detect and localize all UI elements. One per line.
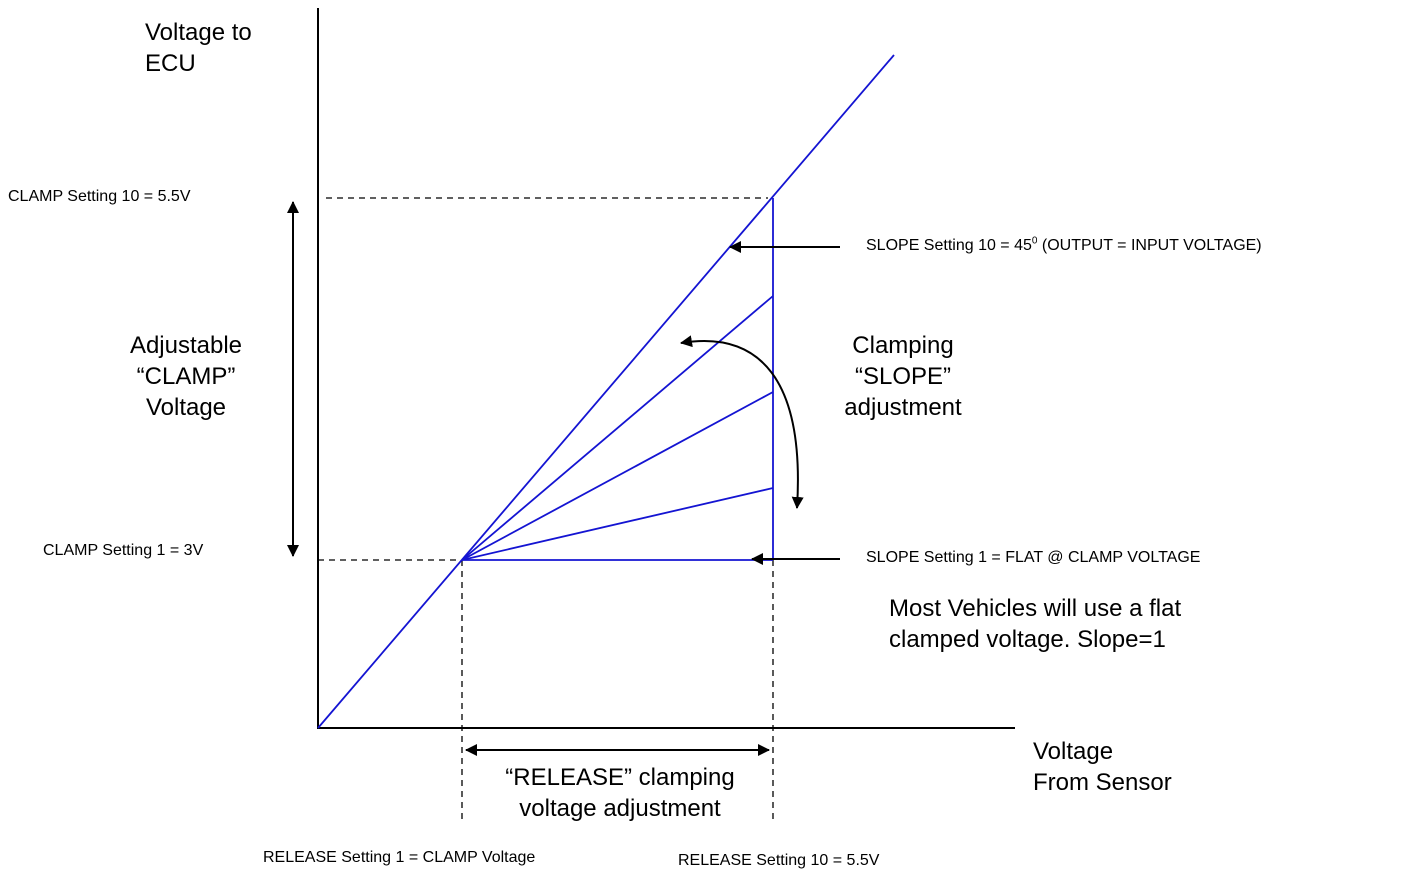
slope-45-line <box>317 54 895 729</box>
x-axis-label-line1: Voltage <box>1033 738 1114 765</box>
y-axis-label-line2: ECU <box>145 50 196 77</box>
x-axis-label-line2: From Sensor <box>1033 769 1172 796</box>
y-axis-label: Voltage to ECU <box>145 17 252 79</box>
release-adjustment-line2: voltage adjustment <box>519 795 721 822</box>
clamping-slope-line3: adjustment <box>844 394 962 421</box>
slope-top-label: SLOPE Setting 10 = 450 (OUTPUT = INPUT V… <box>866 235 1262 255</box>
slope-adjust-curved-arrow <box>680 335 804 509</box>
slope-line-low <box>461 487 774 561</box>
adjustable-clamp-label: Adjustable “CLAMP” Voltage <box>100 330 272 423</box>
clamp-top-label: CLAMP Setting 10 = 5.5V <box>8 188 191 205</box>
slope-bottom-label: SLOPE Setting 1 = FLAT @ CLAMP VOLTAGE <box>866 549 1201 566</box>
slope-top-label-prefix: SLOPE Setting 10 = 45 <box>866 237 1032 254</box>
clamping-slope-line1: Clamping <box>852 332 954 359</box>
y-axis-label-line1: Voltage to <box>145 19 252 46</box>
release-setting-10-label: RELEASE Setting 10 = 5.5V <box>678 852 880 869</box>
x-axis-label: Voltage From Sensor <box>1033 736 1172 798</box>
slope-lines <box>317 54 895 729</box>
adjustable-clamp-line2: “CLAMP” <box>136 363 236 390</box>
adjustable-clamp-line1: Adjustable <box>129 332 243 359</box>
adjustable-clamp-line3: Voltage <box>145 394 227 421</box>
slope-line-high <box>461 295 774 561</box>
release-setting-1-label: RELEASE Setting 1 = CLAMP Voltage <box>263 849 536 866</box>
clamping-slope-line2: “SLOPE” <box>854 363 952 390</box>
release-adjustment-label: “RELEASE” clamping voltage adjustment <box>480 762 760 824</box>
clamping-slope-label: Clamping “SLOPE” adjustment <box>818 330 988 423</box>
vehicle-note: Most Vehicles will use a flat clamped vo… <box>889 593 1181 655</box>
degree-superscript: 0 <box>1031 235 1038 247</box>
vehicle-note-line1: Most Vehicles will use a flat <box>889 595 1182 622</box>
slope-top-label-suffix: (OUTPUT = INPUT VOLTAGE) <box>1037 237 1262 254</box>
clamp-bottom-label: CLAMP Setting 1 = 3V <box>43 542 204 559</box>
release-adjustment-line1: “RELEASE” clamping <box>505 764 735 791</box>
vehicle-note-line2: clamped voltage. Slope=1 <box>889 626 1166 653</box>
slope-line-mid <box>461 391 774 561</box>
